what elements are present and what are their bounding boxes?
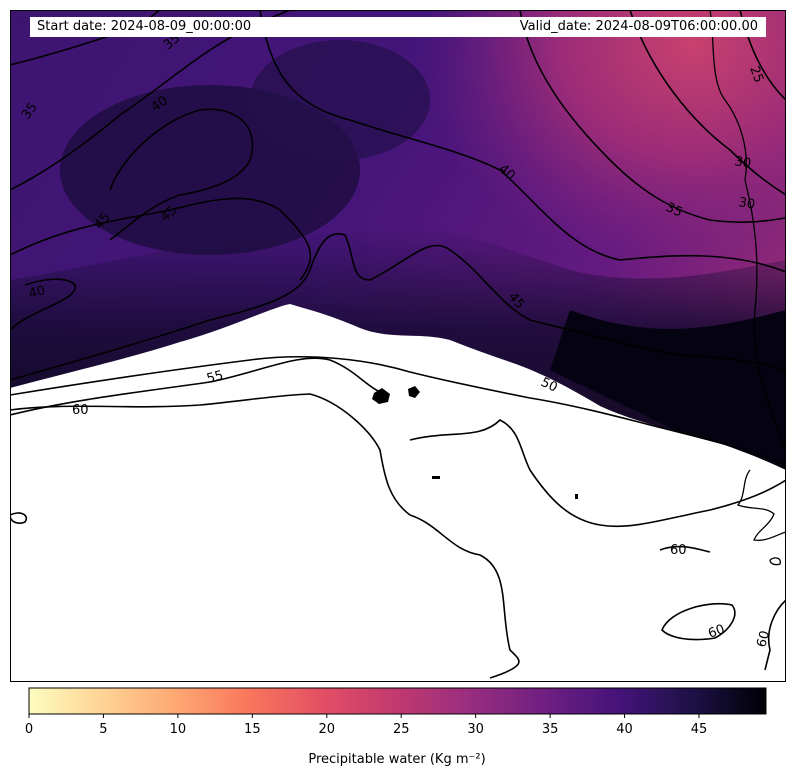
- start-date-label: Start date: 2024-08-09_00:00:00: [30, 17, 500, 37]
- contour-40-west: [10, 278, 76, 331]
- contour-label: 60: [706, 622, 727, 642]
- contour-55: [10, 357, 381, 416]
- contour-label: 35: [663, 200, 684, 221]
- contour-45-upper: [10, 197, 312, 281]
- colorbar-label: Precipitable water (Kg m⁻²): [308, 752, 485, 767]
- colorbar-tick-label: 5: [99, 722, 107, 737]
- island-dot-a: [372, 388, 390, 404]
- colorbar-tick-label: 10: [170, 722, 187, 737]
- field-darkest-se: [550, 310, 786, 480]
- contour-label: 40: [27, 283, 47, 302]
- contour-40-center: [259, 10, 786, 273]
- contour-45-main: [10, 233, 786, 381]
- colorbar-tick-label: 40: [616, 722, 633, 737]
- colorbar-tick-label: 15: [244, 722, 261, 737]
- colorbar-tick-label: 35: [542, 722, 559, 737]
- contour-label: 30: [737, 195, 756, 213]
- field-dark-region-center: [250, 40, 430, 160]
- contour-label: 60: [72, 403, 89, 418]
- colorbar-tick-label: 45: [691, 722, 708, 737]
- contour-small-loop-west: [10, 512, 28, 524]
- coastline-se-small: [769, 557, 781, 566]
- map-frame: [10, 10, 786, 682]
- coastline-se-islands: [736, 469, 786, 542]
- contour-label: 55: [205, 368, 225, 387]
- contour-label: 50: [538, 375, 559, 396]
- contour-50: [10, 356, 786, 466]
- contour-label: 30: [733, 154, 752, 172]
- map-panel: 35 35 40 45 45 40 40 35 30 30 25 45 50 5…: [10, 10, 786, 682]
- precipitable-water-map: 35 35 40 45 45 40 40 35 30 30 25 45 50 5…: [10, 10, 786, 682]
- contour-35-ne: [519, 10, 786, 223]
- island-dot-b: [408, 386, 420, 398]
- contour-60-se-b: [661, 602, 736, 641]
- contour-label: 25: [746, 64, 766, 85]
- contour-60-se-a: [659, 545, 711, 553]
- island-dot-d: [575, 494, 578, 499]
- colorbar-tick-label: 20: [319, 722, 336, 737]
- island-features: [372, 386, 578, 499]
- contour-label: 60: [754, 629, 773, 649]
- contour-45-loop: [109, 108, 254, 241]
- colorbar-tick-label: 30: [467, 722, 484, 737]
- coastline-ne: [709, 10, 786, 451]
- contour-60-se-c: [764, 599, 786, 671]
- contour-label-group: 35 35 40 45 45 40 40 35 30 30 25 45 50 5…: [19, 31, 773, 649]
- valid-date-label: Valid_date: 2024-08-09T06:00:00.00: [470, 17, 766, 37]
- contour-60-east: [409, 419, 786, 528]
- coastlines: [709, 10, 786, 566]
- colorbar: 0 5 10 15 20 25 30 35 40 45 Precipitable water (K…: [25, 687, 767, 767]
- island-dot-c: [432, 476, 440, 479]
- contour-label: 60: [670, 543, 687, 558]
- colorbar-gradient: [28, 687, 767, 715]
- contour-30-ne: [629, 10, 786, 196]
- colorbar-tick-label: 25: [393, 722, 410, 737]
- colorbar-tick-label: 0: [25, 722, 33, 737]
- colorbar-ticks: 0 5 10 15 20 25 30 35 40 45: [25, 714, 707, 737]
- contour-60-main: [10, 393, 520, 679]
- masked-region-high-values: [10, 304, 786, 682]
